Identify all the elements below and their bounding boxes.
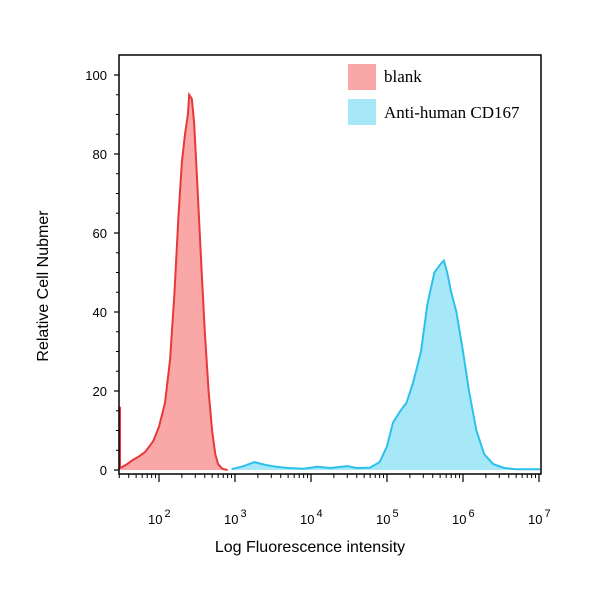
legend-swatch-anti-human-cd167	[348, 99, 376, 125]
legend-label-anti-human-cd167: Anti-human CD167	[384, 103, 520, 122]
x-axis-title: Log Fluorescence intensity	[215, 539, 405, 556]
x-tick-label: 10 5	[376, 508, 399, 527]
legend-swatch-blank	[348, 64, 376, 90]
series-line-blank	[119, 91, 228, 471]
series-line-anti-human-cd167	[231, 258, 540, 471]
y-tick-label: 100	[85, 68, 107, 83]
x-tick-label: 10 3	[224, 508, 247, 527]
y-tick-label: 80	[93, 147, 107, 162]
x-tick-label: 10 7	[528, 508, 551, 527]
series-layer	[119, 91, 540, 471]
x-tick-label: 10 2	[148, 508, 171, 527]
axis-layer: 0 20 40 60 80 100 10 2 10 3 10 4 10 5 10 6 10 7	[85, 68, 550, 527]
y-tick-label: 60	[93, 226, 107, 241]
y-axis-title: Relative Cell Nubmer	[35, 210, 52, 362]
series-area-anti-human-cd167	[231, 260, 540, 470]
series-area-blank	[120, 94, 228, 471]
legend-label-blank: blank	[384, 67, 422, 86]
y-tick-label: 40	[93, 305, 107, 320]
y-tick-label: 20	[93, 384, 107, 399]
legend: blank Anti-human CD167	[348, 64, 520, 125]
y-tick-label: 0	[100, 463, 107, 478]
x-tick-label: 10 4	[300, 508, 323, 527]
x-tick-label: 10 6	[452, 508, 475, 527]
plot-frame	[118, 54, 542, 475]
